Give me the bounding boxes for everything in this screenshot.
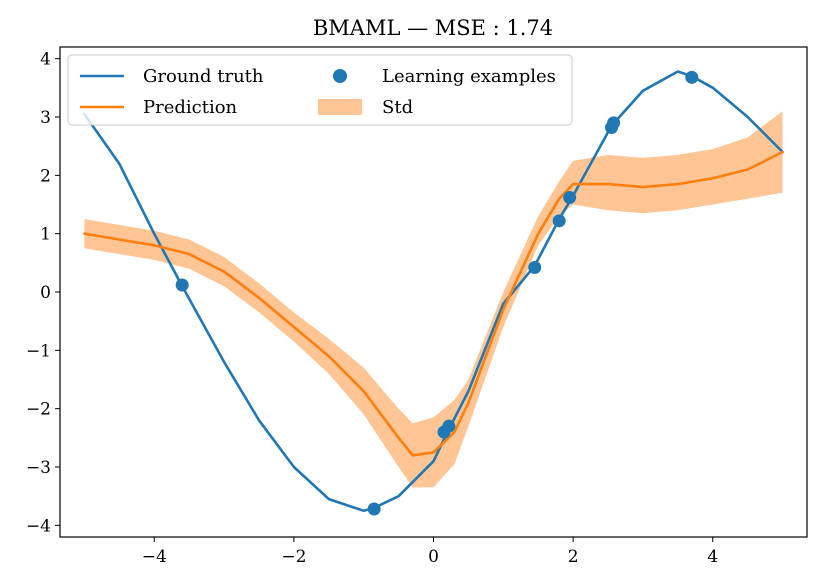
y-tick-label: −2 [26,400,51,420]
y-tick-label: 0 [40,283,51,303]
x-tick-label: −4 [142,547,167,567]
x-tick-label: 0 [428,547,439,567]
y-tick-label: 1 [40,225,51,245]
legend-box [67,54,573,126]
learning-example-point [563,191,577,204]
y-tick-label: 2 [40,166,51,186]
learning-example-point [442,419,456,433]
prediction-line [83,150,784,457]
x-tick-label: 4 [707,547,718,567]
axes: −4 −2 0 2 4 −4 −3 −2 −1 0 1 2 3 4 [26,50,718,567]
learning-example-point [607,116,621,130]
y-tick-label: −4 [26,516,51,536]
y-tick-label: 4 [40,50,51,70]
chart-title: BMAML — MSE : 1.74 [313,16,553,40]
legend-patch [318,99,362,115]
legend-label-4: Std [382,97,413,118]
x-tick-label: −2 [281,547,306,567]
y-tick-label: −3 [26,458,51,478]
legend-label-3: Prediction [143,97,238,118]
x-tick-label: 2 [568,547,579,567]
y-tick-label: −1 [26,341,51,361]
legend-dot [333,69,347,83]
plot-area [83,70,784,516]
legend: Ground truth Learning examples Prediction S… [67,54,573,126]
std-band [84,111,783,488]
legend-label-2: Learning examples [382,66,556,87]
learning-example-point [528,261,542,274]
learning-example-point [552,214,566,228]
learning-example-point [175,278,189,292]
plot-content [83,70,784,516]
learning-example-point [685,70,699,84]
learning-example-point [367,502,381,516]
y-tick-label: 3 [40,108,51,128]
legend-label-1: Ground truth [143,66,264,87]
